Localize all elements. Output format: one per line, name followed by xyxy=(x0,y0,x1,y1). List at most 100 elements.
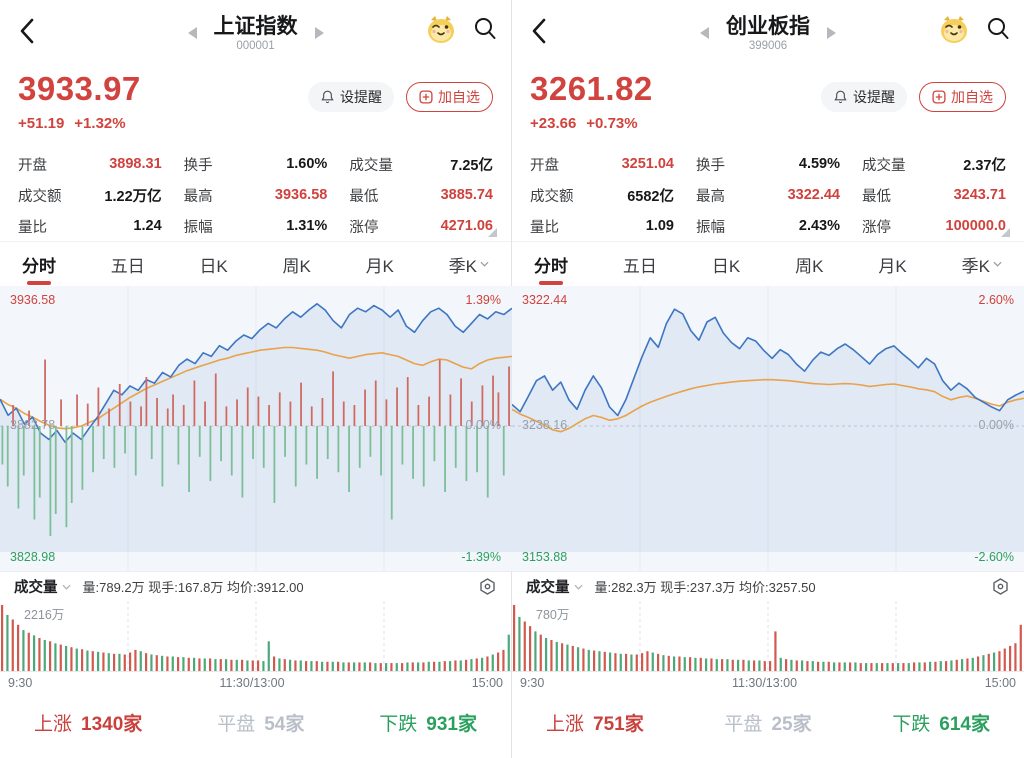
index-change: +51.19 +1.32% xyxy=(18,115,141,132)
intraday-chart-canvas[interactable] xyxy=(0,286,512,571)
market-breadth: 上涨 751家 平盘 25家 下跌 614家 xyxy=(512,693,1024,758)
tab-quarterly-k[interactable]: 季K xyxy=(449,252,489,277)
add-watchlist-label: 加自选 xyxy=(438,89,480,105)
stats-expand-triangle[interactable] xyxy=(1001,228,1010,237)
stat-high: 最高 3936.58 xyxy=(183,187,328,205)
prev-index-arrow-icon[interactable] xyxy=(698,26,710,40)
chevron-down-icon xyxy=(480,261,489,267)
change-percent: +1.32% xyxy=(74,115,126,132)
time-midday: 11:30/13:00 xyxy=(731,675,798,690)
stat-limit-up: 涨停 100000.0 xyxy=(862,218,1006,236)
tab-quarterly-k[interactable]: 季K xyxy=(962,252,1002,277)
tab-5day[interactable]: 五日 xyxy=(622,256,657,276)
volume-chart-canvas[interactable] xyxy=(512,601,1024,671)
tab-weekly-k[interactable]: 周K xyxy=(795,256,824,276)
set-alert-button[interactable]: 设提醒 xyxy=(821,82,907,112)
stat-turnover: 换手 1.60% xyxy=(183,156,328,174)
add-plus-icon xyxy=(419,90,433,104)
index-title: 上证指数 xyxy=(213,14,298,38)
intraday-chart: 3322.44 2.60% 3238.16 0.00% 3153.88 -2.6… xyxy=(512,286,1024,571)
stats-expand-triangle[interactable] xyxy=(488,228,497,237)
chevron-down-icon xyxy=(573,584,583,590)
stat-amplitude: 振幅 1.31% xyxy=(183,218,328,236)
quote-block: 3933.97 +51.19 +1.32% 设提醒 xyxy=(0,60,511,144)
decliners-stat[interactable]: 下跌 931家 xyxy=(379,714,477,735)
prev-index-arrow-icon[interactable] xyxy=(186,26,198,40)
market-breadth: 上涨 1340家 平盘 54家 下跌 931家 xyxy=(0,693,511,758)
advancers-stat[interactable]: 上涨 1340家 xyxy=(34,714,143,735)
set-alert-button[interactable]: 设提醒 xyxy=(308,82,394,112)
volume-indicator-selector[interactable]: 成交量 xyxy=(14,576,71,597)
set-alert-label: 设提醒 xyxy=(853,89,895,105)
search-icon[interactable] xyxy=(986,16,1010,42)
mascot-icon[interactable] xyxy=(425,14,457,44)
tab-5day[interactable]: 五日 xyxy=(110,256,145,276)
stat-open: 开盘 3898.31 xyxy=(18,156,162,174)
chart-low-pct-label: -1.39% xyxy=(461,549,501,564)
indicator-settings-icon[interactable] xyxy=(478,577,497,596)
time-axis: 9:30 11:30/13:00 15:00 xyxy=(0,671,511,693)
unchanged-stat[interactable]: 平盘 25家 xyxy=(724,714,812,735)
chart-low-label: 3828.98 xyxy=(10,549,56,564)
chevron-down-icon xyxy=(61,584,71,590)
tab-weekly-k[interactable]: 周K xyxy=(282,256,311,276)
next-index-arrow-icon[interactable] xyxy=(826,26,838,40)
chart-prevclose-label: 3238.16 xyxy=(522,418,568,432)
advancers-stat[interactable]: 上涨 751家 xyxy=(546,714,644,735)
mascot-icon[interactable] xyxy=(938,14,970,44)
stat-high: 最高 3322.44 xyxy=(696,187,840,205)
add-watchlist-button[interactable]: 加自选 xyxy=(919,82,1006,112)
index-change: +23.66 +0.73% xyxy=(530,115,653,132)
stats-grid: 开盘 3251.04 换手 4.59% 成交量 2.37亿 成交额 6582亿 最高 33… xyxy=(512,144,1024,242)
period-tabs: 分时 五日 日K 周K 月K 季K xyxy=(0,242,511,286)
volume-indicator-selector[interactable]: 成交量 xyxy=(526,576,583,597)
navbar: 创业板指 399006 xyxy=(512,0,1024,60)
tab-minute[interactable]: 分时 xyxy=(22,252,56,277)
tab-monthly-k[interactable]: 月K xyxy=(878,256,907,276)
back-chevron-icon xyxy=(532,18,546,44)
volume-max-label: 780万 xyxy=(536,608,570,622)
chart-zero-pct-label: 0.00% xyxy=(465,418,501,432)
index-title: 创业板指 xyxy=(726,14,810,38)
tab-daily-k[interactable]: 日K xyxy=(711,256,741,276)
set-alert-label: 设提醒 xyxy=(340,89,382,105)
quote-block: 3261.82 +23.66 +0.73% 设提醒 xyxy=(512,60,1024,144)
volume-indicator-bar: 成交量 量:789.2万 现手:167.8万 均价:3912.00 xyxy=(0,571,511,601)
indicator-settings-icon[interactable] xyxy=(991,577,1010,596)
volume-max-label: 2216万 xyxy=(24,608,65,622)
index-code: 399006 xyxy=(748,40,788,53)
time-axis: 9:30 11:30/13:00 15:00 xyxy=(512,671,1024,693)
index-code: 000001 xyxy=(236,40,275,53)
decliners-stat[interactable]: 下跌 614家 xyxy=(892,714,990,735)
add-watchlist-button[interactable]: 加自选 xyxy=(406,82,493,112)
stats-grid: 开盘 3898.31 换手 1.60% 成交量 7.25亿 成交额 1.22万亿 最高 3… xyxy=(0,144,511,242)
stat-amount: 成交额 1.22万亿 xyxy=(18,188,162,205)
index-price: 3933.97 xyxy=(18,70,141,107)
stat-volume: 成交量 2.37亿 xyxy=(862,157,1006,174)
intraday-chart-canvas[interactable] xyxy=(512,286,1024,571)
back-button[interactable] xyxy=(16,16,40,46)
time-midday: 11:30/13:00 xyxy=(219,675,285,690)
add-plus-icon xyxy=(932,90,946,104)
stat-volume-ratio: 量比 1.24 xyxy=(18,218,162,236)
tab-monthly-k[interactable]: 月K xyxy=(365,256,394,276)
stat-low: 最低 3885.74 xyxy=(349,187,493,205)
volume-indicator-bar: 成交量 量:282.3万 现手:237.3万 均价:3257.50 xyxy=(512,571,1024,601)
stat-volume-ratio: 量比 1.09 xyxy=(530,218,674,236)
volume-chart-canvas[interactable] xyxy=(0,601,512,671)
navbar: 上证指数 000001 xyxy=(0,0,511,60)
back-button[interactable] xyxy=(528,16,552,46)
tab-daily-k[interactable]: 日K xyxy=(199,256,228,276)
chart-high-pct-label: 2.60% xyxy=(978,293,1014,307)
stat-volume: 成交量 7.25亿 xyxy=(349,157,493,174)
stat-open: 开盘 3251.04 xyxy=(530,156,674,174)
search-icon[interactable] xyxy=(473,16,497,42)
unchanged-stat[interactable]: 平盘 54家 xyxy=(217,714,305,735)
time-open: 9:30 xyxy=(520,675,545,690)
stat-limit-up: 涨停 4271.06 xyxy=(349,218,493,236)
intraday-chart: 3936.58 1.39% 3882.78 0.00% 3828.98 -1.3… xyxy=(0,286,512,571)
chart-high-pct-label: 1.39% xyxy=(465,293,501,307)
tab-minute[interactable]: 分时 xyxy=(534,252,568,277)
next-index-arrow-icon[interactable] xyxy=(314,26,326,40)
bell-icon xyxy=(321,90,334,104)
